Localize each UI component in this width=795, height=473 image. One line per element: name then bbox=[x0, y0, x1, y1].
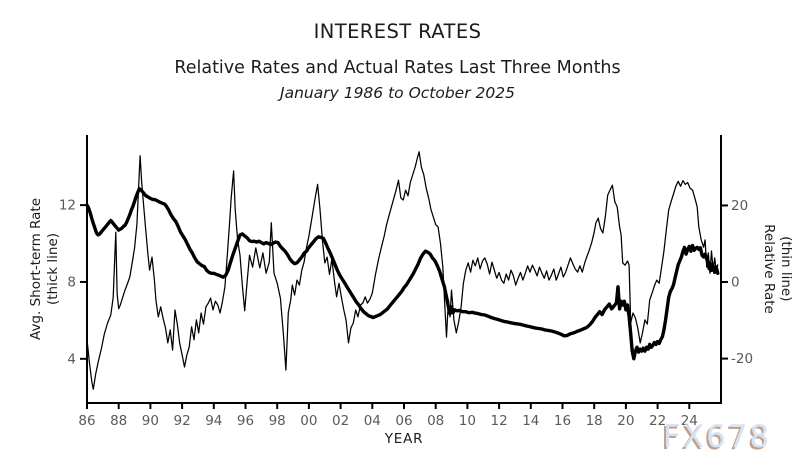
svg-text:98: 98 bbox=[269, 413, 286, 429]
svg-text:02: 02 bbox=[332, 413, 349, 429]
relative-rate-line bbox=[86, 151, 719, 390]
svg-text:22: 22 bbox=[649, 413, 666, 429]
avg-short-term-rate-line bbox=[85, 187, 720, 361]
svg-text:86: 86 bbox=[78, 413, 95, 429]
svg-text:88: 88 bbox=[110, 413, 127, 429]
chart-subtitle: Relative Rates and Actual Rates Last Thr… bbox=[174, 58, 621, 78]
chart-title: INTEREST RATES bbox=[313, 20, 482, 43]
svg-text:12: 12 bbox=[59, 198, 76, 214]
left-axis-title: Avg. Short-term Rate (thick line) bbox=[28, 198, 62, 340]
svg-text:20: 20 bbox=[617, 413, 634, 429]
svg-text:12: 12 bbox=[491, 413, 508, 429]
svg-text:08: 08 bbox=[427, 413, 444, 429]
svg-text:20: 20 bbox=[731, 198, 748, 214]
right-axis-title-line2: (thin line) bbox=[778, 236, 794, 302]
svg-text:14: 14 bbox=[522, 413, 539, 429]
tick-labels: 86 88 90 92 94 96 98 00 02 04 06 08 10 12 14 16 18 20 22 24… bbox=[59, 198, 753, 429]
svg-text:10: 10 bbox=[459, 413, 476, 429]
axes bbox=[86, 135, 722, 404]
svg-text:92: 92 bbox=[174, 413, 191, 429]
tick-marks bbox=[80, 204, 728, 409]
svg-text:8: 8 bbox=[67, 274, 76, 290]
svg-text:16: 16 bbox=[554, 413, 571, 429]
svg-text:00: 00 bbox=[300, 413, 317, 429]
chart-period: January 1986 to October 2025 bbox=[280, 84, 515, 102]
svg-text:04: 04 bbox=[364, 413, 381, 429]
watermark: FX678 bbox=[663, 419, 772, 455]
svg-text:96: 96 bbox=[237, 413, 254, 429]
svg-text:06: 06 bbox=[395, 413, 412, 429]
svg-text:-20: -20 bbox=[731, 351, 753, 367]
svg-text:0: 0 bbox=[731, 275, 740, 291]
svg-text:94: 94 bbox=[205, 413, 222, 429]
svg-text:24: 24 bbox=[681, 413, 698, 429]
right-axis-title: Relative Rate (thin line) bbox=[760, 224, 794, 314]
svg-text:90: 90 bbox=[142, 413, 159, 429]
left-axis-title-line1: Avg. Short-term Rate bbox=[28, 198, 44, 340]
right-axis-title-line1: Relative Rate bbox=[761, 224, 777, 314]
svg-text:4: 4 bbox=[67, 351, 76, 367]
svg-text:18: 18 bbox=[586, 413, 603, 429]
x-axis-title: YEAR bbox=[384, 431, 424, 447]
left-axis-title-line2: (thick line) bbox=[45, 232, 61, 306]
